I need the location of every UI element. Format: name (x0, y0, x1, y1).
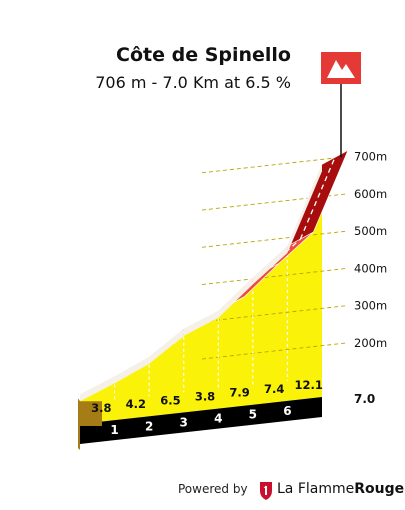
page-title: Côte de Spinello (116, 44, 291, 66)
road-edge-5 (218, 277, 253, 318)
y-tick-label: 500m (354, 224, 387, 238)
gradient-label: 12.1 (295, 378, 323, 392)
km-label: 3 (180, 415, 188, 429)
gridline (201, 230, 349, 248)
gridline (201, 267, 349, 285)
km-label: 1 (110, 423, 118, 437)
km-label: 6 (283, 404, 291, 418)
road-centre-line (92, 368, 128, 388)
y-tick-label: 200m (354, 336, 387, 350)
road-edge-3 (149, 328, 184, 364)
road-edge-2 (114, 356, 150, 384)
gradient-label: 7.9 (229, 386, 249, 400)
profile-fill-group (80, 171, 322, 424)
labels-group: 200m 300m 400m 500m 600m 700m 3.8 4.2 6.5 3.8 7.9 7… (91, 150, 387, 438)
base-side-left (78, 398, 80, 450)
road-centre-line (265, 238, 301, 271)
summit-flag-group (321, 52, 361, 158)
km-label: 4 (214, 412, 222, 426)
brand-name-bold: Rouge (354, 481, 405, 497)
base-side-panel (80, 401, 102, 426)
gridline (201, 305, 349, 323)
powered-by-label: Powered by (178, 482, 248, 496)
gridline (201, 342, 349, 360)
km-label: 5 (249, 408, 257, 422)
km-dividers-group (114, 247, 288, 401)
road-edge-6 (252, 246, 288, 285)
road-edge-1 (80, 376, 115, 402)
gradient-label: 4.2 (126, 397, 146, 411)
road-edge-7 (287, 164, 322, 253)
climb-summary: 706 m - 7.0 Km at 6.5 % (95, 73, 291, 92)
gridlines-group (201, 156, 349, 360)
gridline (201, 156, 349, 174)
mountain-icon (327, 60, 355, 78)
road-centre-line (196, 303, 232, 323)
flag-banner (321, 52, 361, 84)
y-tick-label: 600m (354, 187, 387, 201)
brand-name[interactable]: La FlammeRouge (277, 481, 404, 497)
y-tick-label: 400m (354, 261, 387, 275)
base-group (78, 397, 322, 450)
road-edge-4 (183, 310, 219, 336)
gradient-label: 3.8 (195, 390, 215, 404)
km-band (80, 397, 322, 444)
road-centre-line (299, 157, 336, 240)
gradient-label: 6.5 (160, 393, 180, 407)
flame-rouge-logo-icon (260, 482, 272, 500)
brand-name-regular: La Flamme (277, 481, 355, 497)
y-tick-label: 700m (354, 150, 387, 164)
km-label: 2 (145, 419, 153, 433)
gradient-label: 7.4 (264, 382, 284, 396)
road-group (79, 149, 349, 402)
profile-area (80, 171, 322, 424)
distance-end-label: 7.0 (354, 392, 375, 406)
y-tick-label: 300m (354, 299, 387, 313)
gradient-label: 3.8 (91, 401, 111, 415)
